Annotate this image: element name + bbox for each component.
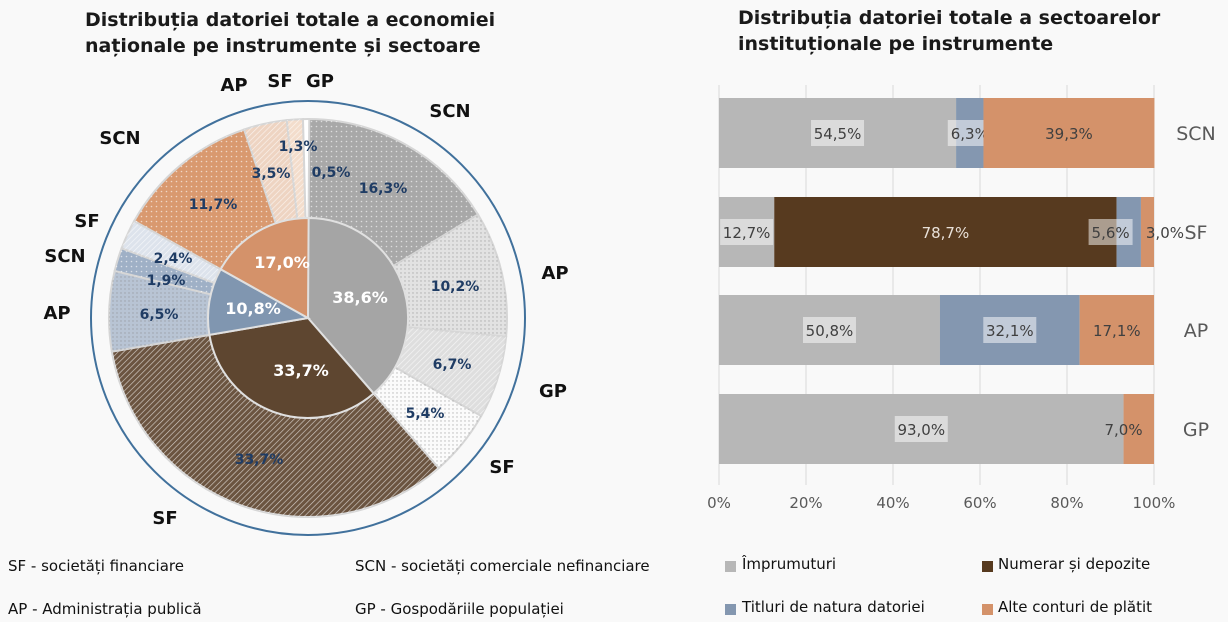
inner-slice [219,217,310,320]
x-tick-label: 20% [789,494,822,512]
bar-data-label: 39,3% [1045,125,1093,143]
outer-slice-pattern [114,248,215,295]
data-label-bg [811,120,865,146]
bar-title-line2: instituționale pe instrumente [738,33,1054,55]
outer-sector-label: AP [220,75,247,96]
inner-value-label: 17,0% [254,253,310,272]
outer-slice-pattern [244,120,298,224]
bar-chart: 0% 20% 40% 60% 80% 100% 54,5% 6,3% 39,3% SCN 12,7%… [707,85,1216,512]
legend-numerar: Numerar și depozite [998,555,1151,573]
data-label-bg [1088,219,1133,245]
x-tick-label: 60% [963,494,996,512]
outer-sector-label: GP [306,71,334,92]
outer-sector-label: SF [489,457,514,478]
data-label-bg [720,219,774,245]
outer-value-label: 3,5% [252,166,291,182]
data-label-bg [983,317,1037,343]
outer-slice-pattern [395,327,507,417]
x-tick-label: 0% [707,494,731,512]
category-label: SCN [1176,123,1216,145]
x-tick-label: 100% [1133,494,1176,512]
inner-slice [208,316,376,419]
outer-slice-pattern [121,221,221,283]
legend-ap: AP - Administrația publică [8,600,202,618]
legend-imprumuturi: Împrumuturi [742,555,837,573]
outer-slice-pattern [286,119,306,219]
legend-scn: SCN - societăți comerciale nefinanciare [355,557,650,575]
bar-data-label: 6,3% [951,125,989,143]
outer-value-label: 10,2% [431,279,480,295]
x-tick-label: 80% [1050,494,1083,512]
bar-segment-sf [774,197,1117,267]
outer-value-label: 6,5% [140,307,179,323]
bar-data-label: 54,5% [814,125,862,143]
outer-sector-label: SF [74,211,99,232]
outer-value-label: 33,7% [235,452,284,468]
category-label: AP [1184,320,1208,342]
outer-value-label: 2,4% [154,251,193,267]
outer-sector-label: SF [152,508,177,529]
bar-data-label: 50,8% [806,322,854,340]
outer-slice-pattern [111,334,439,517]
bar-title-line1: Distribuția datoriei totale a sectoarelo… [738,7,1161,29]
pie-title-line2: naționale pe instrumente și sectoare [85,35,481,57]
x-tick-label: 40% [876,494,909,512]
category-label: SF [1185,222,1208,244]
outer-value-label: 5,4% [406,406,445,422]
bar-segment-ap [1079,295,1154,365]
bar-segment-scn [983,98,1155,168]
bar-data-label: 3,0% [1146,224,1184,242]
outer-sector-label: SCN [429,101,470,122]
outer-sector-label: AP [541,263,568,284]
bar-data-label: 17,1% [1093,322,1141,340]
inner-value-label: 38,6% [332,288,388,307]
legend-swatch-alte [982,604,993,615]
outer-value-label: 1,3% [279,139,318,155]
pie-title-line1: Distribuția datoriei totale a economiei [85,9,496,31]
legend-gp: GP - Gospodăriile populației [355,600,564,618]
outer-value-label: 1,9% [147,273,186,289]
inner-value-label: 10,8% [225,299,281,318]
bar-data-label: 12,7% [723,224,771,242]
outer-slice-pattern [373,367,482,469]
outer-slice-pattern [308,119,479,267]
inner-slice [207,267,311,337]
legend-swatch-titluri [725,604,736,615]
legend-alte: Alte conturi de plătit [998,598,1153,616]
outer-sector-label: SCN [99,128,140,149]
bar-data-label: 32,1% [986,322,1034,340]
bar-data-label: 7,0% [1104,421,1142,439]
outer-sector-label: SCN [44,246,85,267]
outer-slice-pattern [108,270,211,352]
pie-chart: 16,3% SCN 10,2% AP 6,7% GP 5,4% SF 33,7% SF 6,5% AP… [43,71,569,536]
outer-slice-pattern [134,129,276,270]
legend-sf: SF - societăți financiare [8,557,184,575]
outer-sector-label: AP [43,303,70,324]
bar-title: Distribuția datoriei totale a sectoarelo… [738,5,1160,57]
category-label: GP [1183,419,1209,441]
outer-sector-label: GP [539,381,567,402]
data-label-bg [894,416,948,442]
outer-value-label: 0,5% [312,165,351,181]
bar-data-label: 5,6% [1092,224,1130,242]
legend-swatch-numerar [982,561,993,572]
outer-value-label: 6,7% [433,357,472,373]
pie-outline-ring [90,100,526,536]
inner-value-label: 33,7% [273,361,329,380]
data-label-bg [802,317,856,343]
inner-slice [307,216,409,395]
outer-sector-label: SF [267,71,292,92]
legend-swatch-imprumuturi [725,561,736,572]
outer-value-label: 11,7% [189,197,238,213]
legend-titluri: Titluri de natura datoriei [742,598,925,616]
bar-segment-gp [1123,394,1154,464]
bar-data-label: 78,7% [922,224,970,242]
outer-value-label: 16,3% [359,181,408,197]
pie-title: Distribuția datoriei totale a economiei … [85,7,495,59]
bar-segment-sf [1140,197,1154,267]
outer-slice-pattern [393,214,507,337]
bar-data-label: 93,0% [897,421,945,439]
